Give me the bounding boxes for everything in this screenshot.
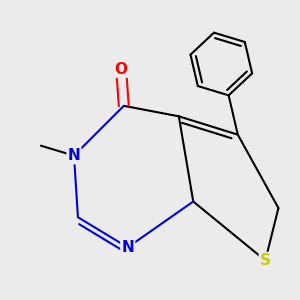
Text: N: N: [121, 240, 134, 255]
Text: S: S: [260, 253, 271, 268]
Text: O: O: [115, 61, 128, 76]
Text: N: N: [68, 148, 80, 163]
